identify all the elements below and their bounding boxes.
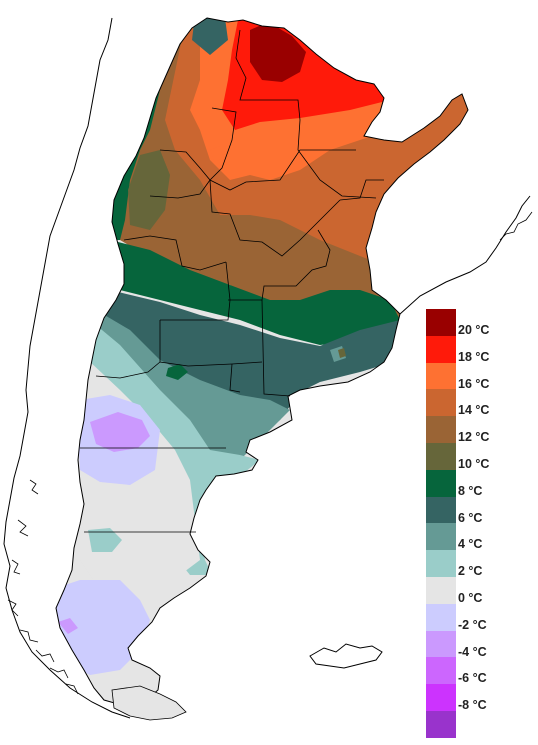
legend-item: 18 °C (426, 335, 534, 364)
argentina-outline (55, 17, 469, 705)
legend-item: 10 °C (426, 442, 534, 471)
province-borders (80, 29, 384, 533)
zone-fill-2c-south (88, 528, 122, 552)
legend-swatch (426, 523, 456, 551)
legend-swatch (426, 657, 456, 685)
legend-swatch (426, 469, 456, 497)
legend-swatch (426, 603, 456, 631)
zone-fill-18c-spot (226, 100, 240, 122)
legend-item: -4 °C (426, 630, 534, 659)
legend-swatch (426, 496, 456, 524)
legend-label: 14 °C (458, 403, 490, 418)
zone-fill-4c (96, 310, 290, 470)
east-coastline (399, 195, 531, 315)
tierra-del-fuego (111, 685, 187, 721)
legend-item (426, 710, 534, 738)
legend-swatch (426, 550, 456, 578)
legend-label: 12 °C (458, 430, 490, 445)
legend-item: -6 °C (426, 657, 534, 686)
chile-coastline (3, 17, 131, 719)
zone-fill-10c-north (128, 150, 170, 230)
legend-item: 20 °C (426, 309, 534, 337)
legend-item: 0 °C (426, 576, 534, 605)
legend-item: 16 °C (426, 362, 534, 391)
legend-label: 10 °C (458, 456, 490, 471)
legend-swatch (426, 416, 456, 444)
chile-islands (7, 479, 79, 695)
legend-swatch (426, 309, 456, 336)
legend-label: 8 °C (458, 483, 483, 498)
legend-swatch (426, 630, 456, 658)
legend-label: 6 °C (458, 510, 483, 525)
legend-label: -8 °C (458, 698, 487, 713)
zone-fill-16c-spot (210, 146, 224, 162)
legend-swatch (426, 442, 456, 470)
legend-item: 12 °C (426, 416, 534, 445)
legend-label: -6 °C (458, 671, 487, 686)
zone-fill-minus2c-b (56, 580, 150, 675)
malvinas-islands (309, 643, 383, 669)
zone-fill-6c-spot (166, 364, 188, 380)
legend-item: 6 °C (426, 496, 534, 525)
legend-label: -4 °C (458, 644, 487, 659)
legend-item: -8 °C (426, 684, 534, 713)
legend-label: 16 °C (458, 376, 490, 391)
legend-item: 8 °C (426, 469, 534, 498)
zone-fill-6c-north (192, 18, 228, 55)
zone-fill-minus4c-b (58, 618, 78, 634)
legend-swatch (426, 576, 456, 604)
legend-label: 2 °C (458, 564, 483, 579)
legend-item: 14 °C (426, 389, 534, 418)
zone-fill-minus4c-a (90, 412, 150, 452)
legend-label: 0 °C (458, 590, 483, 605)
legend-swatch (426, 684, 456, 712)
legend-label: -2 °C (458, 617, 487, 632)
legend-item: -2 °C (426, 603, 534, 632)
temperature-legend: 20 °C 18 °C 16 °C 14 °C 12 °C 10 °C 8 °C 6 °C 4 … (426, 309, 534, 738)
legend-swatch (426, 362, 456, 390)
legend-swatch (426, 389, 456, 417)
legend-label: 20 °C (458, 323, 490, 337)
legend-swatch (426, 335, 456, 363)
legend-swatch (426, 710, 456, 738)
zone-fill-20c (250, 22, 306, 82)
east-coast-islands (499, 211, 533, 241)
legend-item: 4 °C (426, 523, 534, 552)
legend-label: 4 °C (458, 537, 483, 552)
zone-fill-10c-spot (338, 348, 346, 358)
legend-item: 2 °C (426, 550, 534, 579)
legend-label: 18 °C (458, 349, 490, 364)
